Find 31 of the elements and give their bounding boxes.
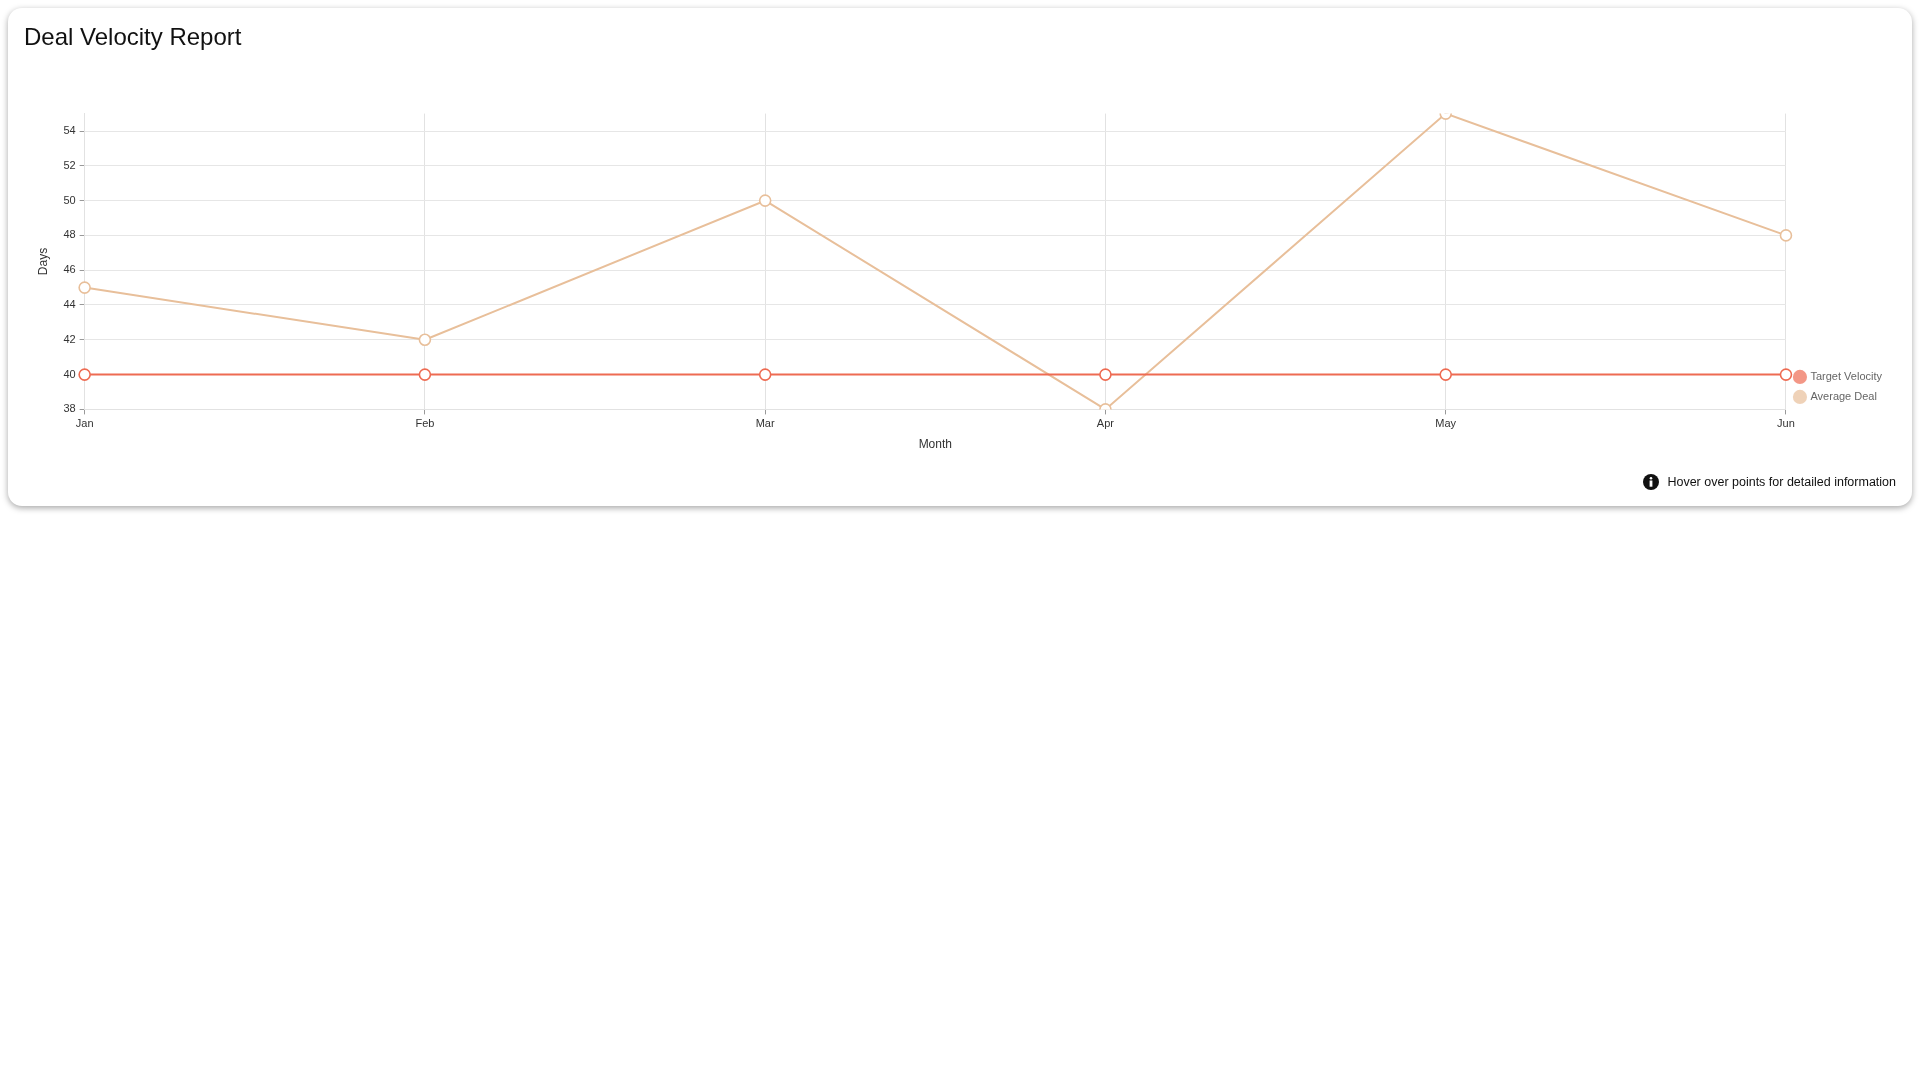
y-tick-label: 50 xyxy=(63,193,76,206)
text: Hover over points for detailed information xyxy=(1667,475,1896,489)
y-tick-label: 54 xyxy=(63,124,76,137)
y-tick-label: 44 xyxy=(63,298,76,311)
point xyxy=(758,368,772,381)
point xyxy=(418,368,432,381)
point xyxy=(758,194,772,207)
y-tick-label: 52 xyxy=(63,158,76,171)
x-tick-label: Jan xyxy=(75,417,94,430)
point xyxy=(1099,368,1112,381)
y-tick-label: 48 xyxy=(63,228,76,241)
point xyxy=(1779,229,1793,242)
y-tick-label: 42 xyxy=(63,332,76,345)
x-tick-label: Jun xyxy=(1777,417,1795,430)
chart-title: Deal Velocity Report xyxy=(24,22,243,52)
x-tick-label: May xyxy=(1435,417,1457,430)
point xyxy=(78,368,91,381)
x-tick-label: Feb xyxy=(415,417,435,430)
y-tick-label: 46 xyxy=(63,263,76,276)
point xyxy=(418,333,432,347)
point xyxy=(1779,368,1793,381)
x-tick-label: Apr xyxy=(1096,417,1115,430)
point xyxy=(78,281,91,294)
y-tick-label: 38 xyxy=(63,402,76,415)
legend-label: Target Velocity xyxy=(1810,369,1883,382)
x-tick-label: Mar xyxy=(755,417,775,430)
y-axis-title: Days xyxy=(35,247,50,276)
x-axis-title: Month xyxy=(918,437,952,452)
y-tick-label: 40 xyxy=(63,367,76,380)
point xyxy=(1439,368,1452,381)
legend-label: Average Deal xyxy=(1810,389,1877,402)
